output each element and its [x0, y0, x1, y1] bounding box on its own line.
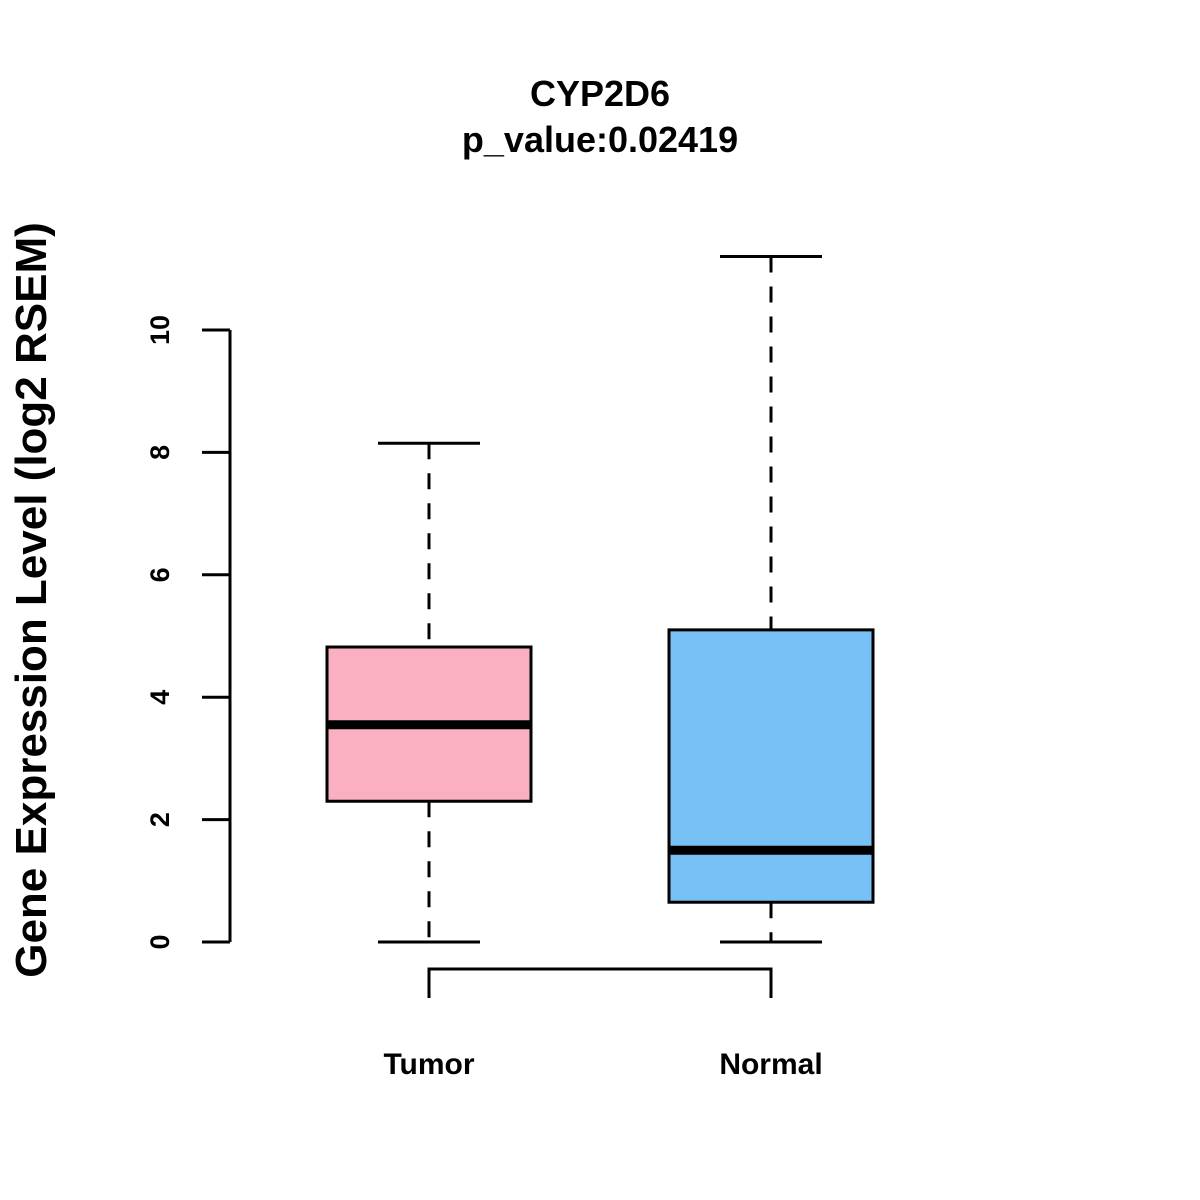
y-tick-label-4: 4	[145, 690, 175, 705]
y-axis: 0 2 4 6 8 10	[145, 315, 232, 950]
comparison-bracket	[427, 967, 773, 998]
plot-area	[325, 255, 875, 944]
bracket-line	[427, 967, 773, 998]
y-tick-label-8: 8	[145, 445, 175, 460]
x-label-tumor: Tumor	[383, 1048, 474, 1081]
y-tick-label-0: 0	[145, 934, 175, 949]
y-tick-label-6: 6	[145, 567, 175, 582]
y-tick-label-2: 2	[145, 812, 175, 827]
x-axis-categories: Tumor Normal	[383, 1048, 822, 1081]
y-tick-label-10: 10	[145, 315, 175, 345]
chart-subtitle: p_value:0.02419	[462, 119, 738, 160]
chart-title: CYP2D6	[530, 73, 670, 114]
box-normal	[667, 255, 875, 944]
x-label-normal: Normal	[719, 1048, 822, 1081]
normal-iqr-box	[667, 628, 875, 904]
y-axis-label: Gene Expression Level (log2 RSEM)	[7, 222, 56, 978]
box-tumor	[325, 441, 533, 944]
